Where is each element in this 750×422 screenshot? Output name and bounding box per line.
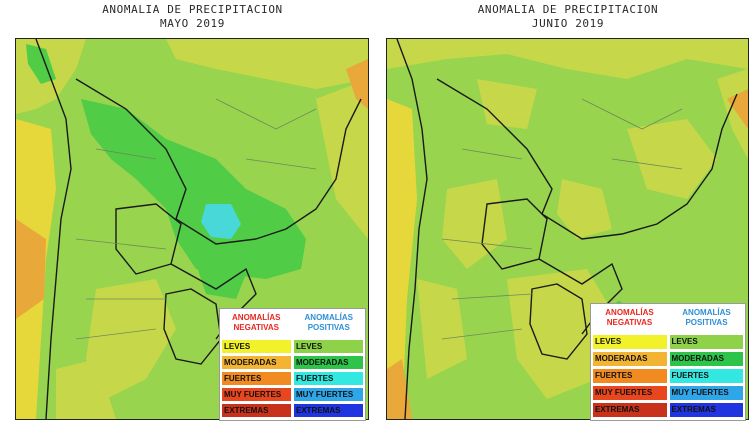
dry-region <box>557 179 612 239</box>
legend-positive-swatch: MODERADAS <box>669 352 743 366</box>
dry-region <box>417 279 467 379</box>
legend-row: LEVES LEVES <box>593 335 743 349</box>
strong-wet-region <box>201 204 241 239</box>
legend-negative-swatch: LEVES <box>593 335 667 349</box>
anomaly-legend-mayo: ANOMALÍAS NEGATIVAS ANOMALÍAS POSITIVAS … <box>219 308 366 421</box>
dry-region <box>387 39 748 79</box>
dry-region <box>56 359 116 419</box>
legend-row: EXTREMAS EXTREMAS <box>593 403 743 417</box>
country-border <box>75 78 362 245</box>
legend-positive-swatch: MUY FUERTES <box>294 388 363 401</box>
country-border <box>35 39 72 419</box>
map-canvas-mayo <box>16 39 368 419</box>
map-title-mayo: ANOMALIA DE PRECIPITACION MAYO 2019 <box>20 3 365 31</box>
legend-positive-swatch: EXTREMAS <box>669 403 743 417</box>
legend-negative-swatch: MODERADAS <box>593 352 667 366</box>
map-title-line2: JUNIO 2019 <box>531 17 605 30</box>
country-border <box>436 78 738 240</box>
legend-positive-swatch: MUY FUERTES <box>669 386 743 400</box>
country-border <box>163 288 222 365</box>
country-border <box>396 39 428 419</box>
anomaly-legend-junio: ANOMALÍAS NEGATIVAS ANOMALÍAS POSITIVAS … <box>590 303 746 421</box>
province-lines <box>441 98 683 340</box>
legend-negative-swatch: EXTREMAS <box>222 404 291 417</box>
legend-negative-swatch: MUY FUERTES <box>222 388 291 401</box>
province-lines <box>75 98 317 340</box>
dry-region <box>477 79 537 129</box>
legend-rows: LEVES LEVES MODERADAS MODERADAS FUERTES FUERT… <box>591 332 745 419</box>
dry-region <box>16 219 46 319</box>
dry-region <box>507 269 617 399</box>
dry-region <box>346 59 368 109</box>
legend-row: EXTREMAS EXTREMAS <box>222 404 363 417</box>
dry-region <box>316 79 368 239</box>
legend-row: LEVES LEVES <box>222 340 363 353</box>
dry-region <box>166 39 368 89</box>
dry-region <box>442 179 507 269</box>
legend-negative-swatch: FUERTES <box>222 372 291 385</box>
wet-region <box>196 264 246 299</box>
legend-negative-swatch: FUERTES <box>593 369 667 383</box>
legend-negative-header: ANOMALÍAS NEGATIVAS <box>605 308 654 327</box>
legend-positive-swatch: LEVES <box>669 335 743 349</box>
legend-negative-swatch: LEVES <box>222 340 291 353</box>
legend-positive-header: ANOMALÍAS POSITIVAS <box>304 313 353 332</box>
legend-negative-swatch: MODERADAS <box>222 356 291 369</box>
legend-row: FUERTES FUERTES <box>222 372 363 385</box>
legend-rows: LEVES LEVES MODERADAS MODERADAS FUERTES FUERT… <box>220 337 365 419</box>
map-title-line1: ANOMALIA DE PRECIPITACION <box>477 3 659 16</box>
legend-positive-header: ANOMALÍAS POSITIVAS <box>682 308 731 327</box>
anomaly-map-mayo <box>15 38 369 420</box>
legend-row: MODERADAS MODERADAS <box>222 356 363 369</box>
dry-region <box>86 279 176 399</box>
legend-header: ANOMALÍAS NEGATIVAS ANOMALÍAS POSITIVAS <box>591 304 745 332</box>
legend-row: MODERADAS MODERADAS <box>593 352 743 366</box>
legend-header: ANOMALÍAS NEGATIVAS ANOMALÍAS POSITIVAS <box>220 309 365 337</box>
legend-positive-swatch: EXTREMAS <box>294 404 363 417</box>
legend-row: MUY FUERTES MUY FUERTES <box>593 386 743 400</box>
map-title-line2: MAYO 2019 <box>159 17 225 30</box>
wet-region <box>81 99 306 279</box>
dry-region <box>627 119 717 199</box>
dry-region <box>717 69 748 159</box>
legend-positive-swatch: LEVES <box>294 340 363 353</box>
country-border <box>529 283 588 360</box>
legend-negative-swatch: MUY FUERTES <box>593 386 667 400</box>
legend-positive-swatch: MODERADAS <box>294 356 363 369</box>
legend-row: MUY FUERTES MUY FUERTES <box>222 388 363 401</box>
legend-positive-swatch: FUERTES <box>669 369 743 383</box>
map-title-line1: ANOMALIA DE PRECIPITACION <box>102 3 283 16</box>
dry-region <box>387 99 417 419</box>
legend-row: FUERTES FUERTES <box>593 369 743 383</box>
legend-negative-header: ANOMALÍAS NEGATIVAS <box>232 313 281 332</box>
dry-region <box>727 89 748 129</box>
map-title-junio: ANOMALIA DE PRECIPITACION JUNIO 2019 <box>388 3 748 31</box>
legend-positive-swatch: FUERTES <box>294 372 363 385</box>
legend-negative-swatch: EXTREMAS <box>593 403 667 417</box>
